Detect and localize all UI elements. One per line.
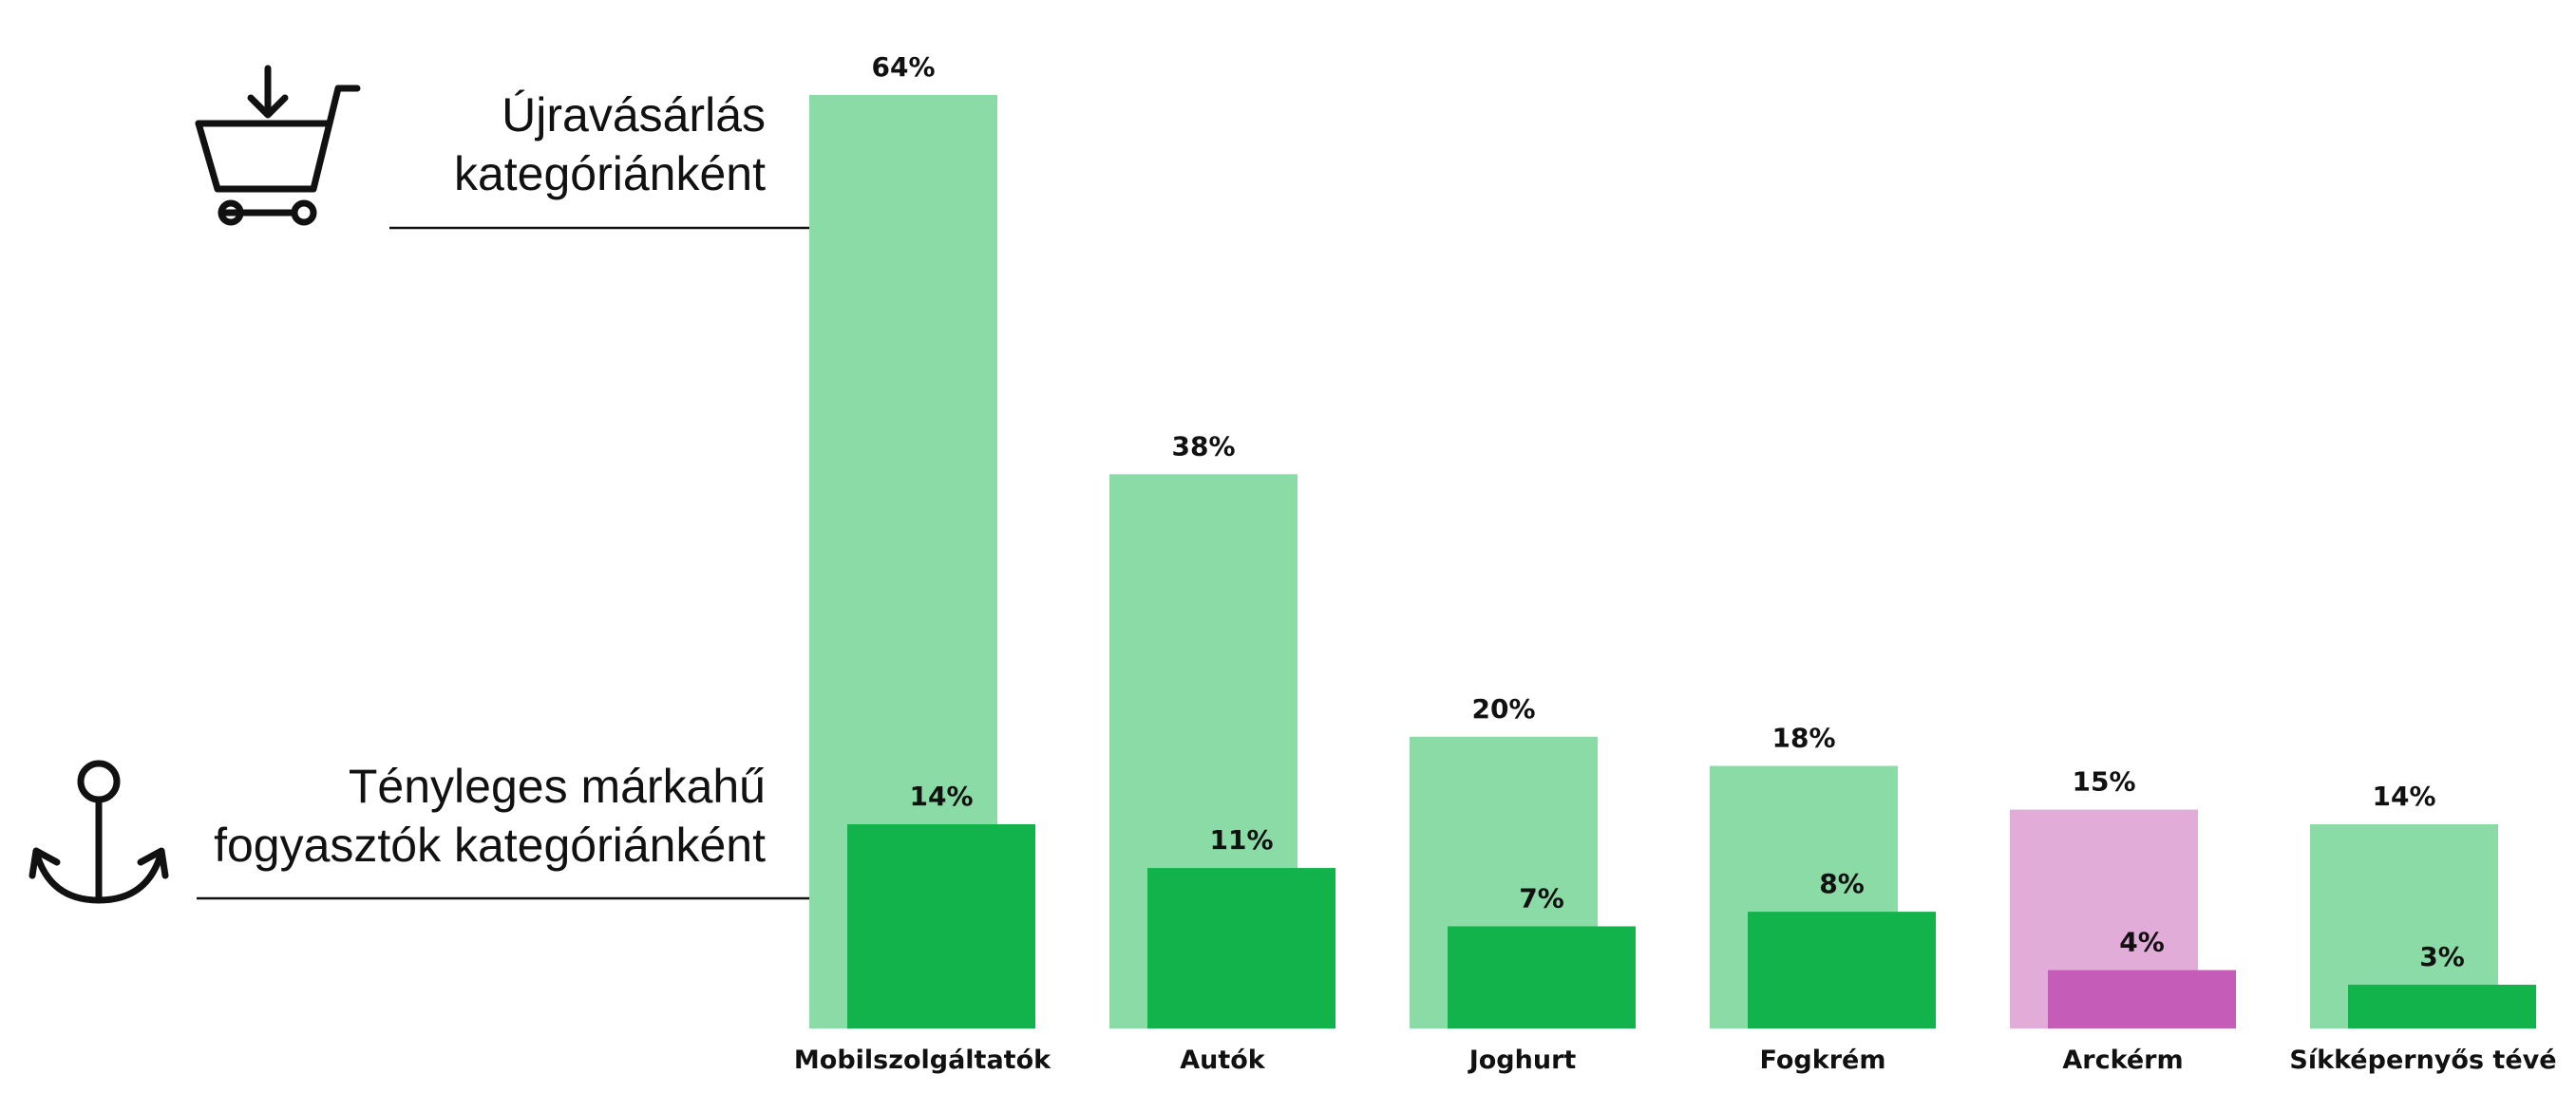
data-label-loyal: 11% — [1209, 824, 1273, 856]
category-label: Síkképernyős tévé — [2289, 1046, 2556, 1075]
anchor-icon — [28, 760, 169, 904]
data-label-repurchase: 64% — [871, 51, 935, 83]
data-label-loyal: 7% — [1519, 882, 1564, 914]
data-label-repurchase: 14% — [2372, 781, 2435, 812]
bar-loyal — [2048, 970, 2236, 1028]
category-label: Fogkrém — [1760, 1046, 1886, 1075]
data-label-repurchase: 15% — [2072, 766, 2135, 798]
data-label-repurchase: 18% — [1771, 723, 1835, 754]
bar-loyal — [1448, 926, 1636, 1028]
legend-repurchase-line2: kategóriánként — [454, 147, 766, 200]
bar-loyal — [1748, 912, 1936, 1028]
data-label-loyal: 8% — [1819, 868, 1865, 899]
data-label-loyal: 4% — [2119, 927, 2165, 958]
bar-loyal — [1147, 868, 1335, 1028]
legend-repurchase-line1: Újravásárlás — [502, 88, 766, 141]
category-label: Autók — [1180, 1046, 1266, 1075]
data-label-loyal: 3% — [2419, 941, 2465, 972]
category-label: Joghurt — [1468, 1046, 1577, 1075]
category-label: Mobilszolgáltatók — [794, 1046, 1051, 1075]
data-label-loyal: 14% — [909, 781, 973, 812]
bar-loyal — [2348, 984, 2536, 1028]
shopping-cart-icon — [195, 65, 361, 226]
legend-loyal-line1: Tényleges márkahű — [349, 760, 766, 813]
data-label-repurchase: 20% — [1471, 693, 1535, 725]
bar-loyal — [847, 823, 1035, 1028]
bars-layer: 64% 14% Mobilszolgáltatók 38% 11% Autók 20% 7% J… — [794, 51, 2557, 1075]
legend-loyal-line2: fogyasztók kategóriánként — [214, 819, 766, 872]
category-label: Arckérm — [2062, 1046, 2183, 1075]
data-label-repurchase: 38% — [1171, 430, 1235, 462]
